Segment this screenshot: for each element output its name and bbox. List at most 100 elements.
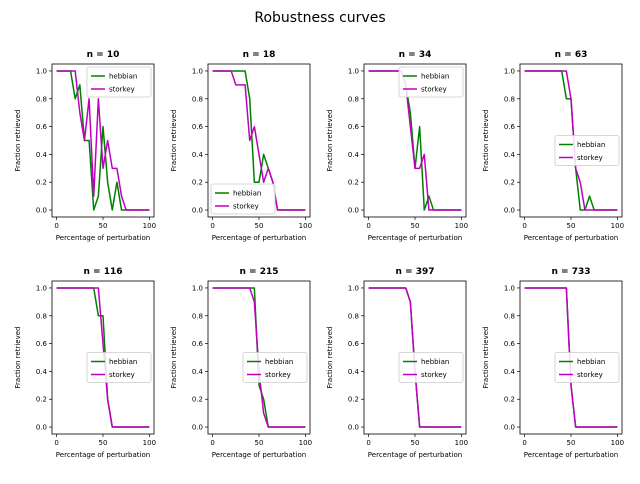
plot-frame: [363, 63, 467, 218]
series-line-storkey: [524, 70, 618, 211]
y-tick-label: 0.6: [348, 123, 360, 131]
y-tick-label: 0.0: [504, 424, 515, 432]
y-tick-label: 0.4: [192, 368, 204, 376]
y-axis-label: Fraction retrieved: [14, 110, 22, 172]
legend-label-hebbian: hebbian: [233, 190, 261, 198]
subplot-4: n = 63 0.0 0.2 0.4 0.6 0.8 1.0 0 50 100 Percentage…: [482, 50, 624, 242]
y-tick-label: 0.8: [192, 95, 203, 103]
y-axis-label: Fraction retrieved: [170, 327, 178, 389]
subplot-8: n = 733 0.0 0.2 0.4 0.6 0.8 1.0 0 50 100 Percentag…: [482, 267, 624, 459]
y-tick-label: 0.4: [36, 368, 48, 376]
x-tick-label: 100: [299, 439, 312, 447]
plot-frame: [207, 63, 311, 218]
series-line-storkey: [212, 70, 306, 211]
y-tick-label: 0.6: [504, 340, 516, 348]
x-axis-label: Percentage of perturbation: [212, 451, 306, 459]
y-tick-label: 0.2: [504, 396, 515, 404]
x-axis-label: Percentage of perturbation: [212, 234, 306, 242]
y-tick-label: 0.0: [192, 424, 203, 432]
legend-label-hebbian: hebbian: [421, 358, 449, 366]
x-tick-label: 50: [255, 439, 264, 447]
plot-frame: [51, 63, 155, 218]
x-axis-label: Percentage of perturbation: [368, 234, 462, 242]
y-axis-label: Fraction retrieved: [14, 327, 22, 389]
x-tick-label: 0: [522, 439, 526, 447]
x-tick-label: 100: [143, 222, 156, 230]
subplot-title: n = 18: [243, 50, 276, 60]
subplot-2: n = 18 0.0 0.2 0.4 0.6 0.8 1.0 0 50 100 Percentage…: [170, 50, 312, 242]
y-tick-label: 0.0: [348, 207, 359, 215]
x-tick-label: 100: [143, 439, 156, 447]
x-tick-label: 100: [611, 222, 624, 230]
y-tick-label: 1.0: [192, 67, 203, 75]
y-tick-label: 0.2: [348, 396, 359, 404]
legend-label-storkey: storkey: [577, 154, 603, 162]
y-tick-label: 0.0: [36, 424, 47, 432]
x-tick-label: 100: [455, 222, 468, 230]
y-tick-label: 1.0: [504, 67, 515, 75]
x-tick-label: 0: [210, 439, 214, 447]
y-tick-label: 0.8: [504, 312, 515, 320]
legend: hebbian storkey: [242, 352, 308, 383]
y-tick-label: 0.6: [504, 123, 516, 131]
y-axis-label: Fraction retrieved: [482, 110, 490, 172]
series-line-storkey: [368, 70, 462, 211]
x-tick-label: 0: [54, 439, 58, 447]
legend-label-storkey: storkey: [109, 86, 135, 94]
legend: hebbian storkey: [210, 183, 276, 215]
plot-frame: [519, 63, 623, 218]
legend-label-hebbian: hebbian: [109, 73, 137, 81]
y-tick-label: 0.8: [504, 95, 515, 103]
x-tick-label: 50: [411, 439, 420, 447]
y-tick-label: 0.8: [348, 312, 359, 320]
x-tick-label: 0: [54, 222, 58, 230]
y-tick-label: 0.0: [192, 207, 203, 215]
legend-label-hebbian: hebbian: [577, 141, 605, 149]
x-tick-label: 100: [455, 439, 468, 447]
legend: hebbian storkey: [554, 135, 620, 166]
x-axis-label: Percentage of perturbation: [368, 451, 462, 459]
x-tick-label: 100: [299, 222, 312, 230]
legend: hebbian storkey: [554, 352, 620, 383]
y-tick-label: 1.0: [36, 67, 47, 75]
y-tick-label: 0.0: [36, 207, 47, 215]
y-tick-label: 0.8: [36, 312, 47, 320]
x-tick-label: 50: [99, 439, 108, 447]
y-tick-label: 0.4: [504, 151, 516, 159]
y-tick-label: 0.4: [348, 368, 360, 376]
y-tick-label: 0.2: [192, 396, 203, 404]
subplot-5: n = 116 0.0 0.2 0.4 0.6 0.8 1.0 0 50 100 Percentag…: [14, 267, 156, 459]
y-tick-label: 0.8: [192, 312, 203, 320]
y-tick-label: 0.4: [192, 151, 204, 159]
y-tick-label: 0.4: [504, 368, 516, 376]
y-tick-label: 0.6: [192, 340, 204, 348]
legend-label-hebbian: hebbian: [421, 73, 449, 81]
y-tick-label: 0.8: [36, 95, 47, 103]
x-tick-label: 50: [567, 222, 576, 230]
legend-label-storkey: storkey: [421, 371, 447, 379]
x-tick-label: 50: [255, 222, 264, 230]
series-line-storkey: [56, 70, 150, 211]
x-tick-label: 0: [366, 222, 370, 230]
subplot-title: n = 10: [87, 50, 120, 60]
subplot-title: n = 63: [555, 50, 588, 60]
subplot-grid: n = 10 0.0 0.2 0.4 0.6 0.8 1.0 0 50 100 Percentage…: [14, 50, 624, 459]
y-tick-label: 0.4: [348, 151, 360, 159]
x-tick-label: 100: [611, 439, 624, 447]
y-axis-label: Fraction retrieved: [482, 327, 490, 389]
legend: hebbian storkey: [86, 66, 152, 98]
subplot-7: n = 397 0.0 0.2 0.4 0.6 0.8 1.0 0 50 100 Percentag…: [326, 267, 468, 459]
y-tick-label: 0.6: [36, 340, 48, 348]
subplot-title: n = 116: [83, 267, 122, 277]
subplot-title: n = 34: [399, 50, 432, 60]
subplot-3: n = 34 0.0 0.2 0.4 0.6 0.8 1.0 0 50 100 Percentage…: [326, 50, 468, 242]
legend-label-storkey: storkey: [109, 371, 135, 379]
legend-label-storkey: storkey: [265, 371, 291, 379]
y-tick-label: 1.0: [36, 284, 47, 292]
y-tick-label: 1.0: [192, 284, 203, 292]
legend-label-storkey: storkey: [577, 371, 603, 379]
subplot-1: n = 10 0.0 0.2 0.4 0.6 0.8 1.0 0 50 100 Percentage…: [14, 50, 156, 242]
y-tick-label: 1.0: [348, 284, 359, 292]
y-tick-label: 0.6: [36, 123, 48, 131]
